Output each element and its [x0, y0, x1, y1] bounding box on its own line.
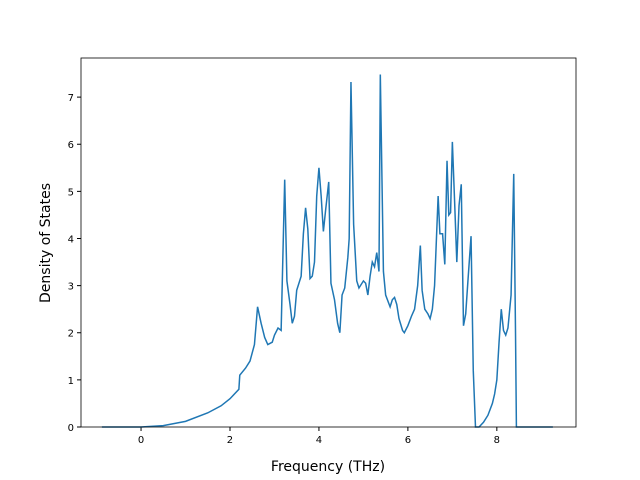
plot-frame: [80, 57, 577, 428]
y-tick-label: 3: [68, 282, 74, 293]
y-tick-label: 5: [68, 187, 74, 198]
y-tick-label: 2: [68, 329, 74, 340]
y-tick-label: 4: [68, 234, 74, 245]
x-tick-label: 0: [138, 435, 144, 446]
y-tick-label: 6: [68, 140, 74, 151]
y-axis-label: Density of States: [38, 183, 54, 303]
x-tick-label: 8: [494, 435, 500, 446]
x-tick-label: 6: [405, 435, 411, 446]
y-tick-label: 0: [68, 423, 74, 434]
y-tick-label: 7: [68, 93, 74, 104]
x-axis-label: Frequency (THz): [271, 459, 385, 475]
x-tick-label: 2: [227, 435, 233, 446]
line-series: [101, 74, 553, 428]
y-tick-label: 1: [68, 376, 74, 387]
x-tick-label: 4: [316, 435, 322, 446]
